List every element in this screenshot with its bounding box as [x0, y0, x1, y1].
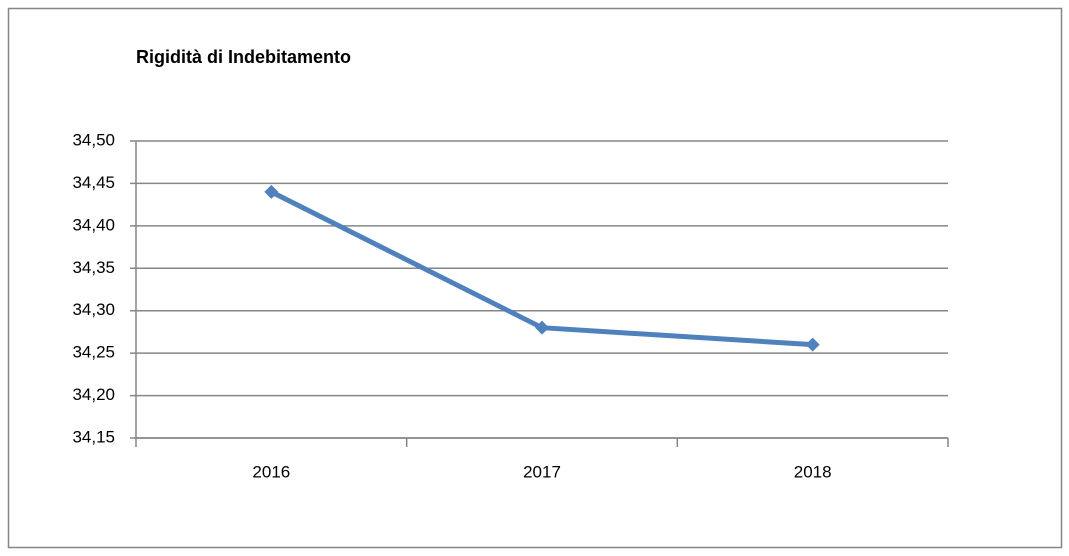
y-tick-label: 34,30	[72, 300, 115, 319]
y-tick-label: 34,35	[72, 258, 115, 277]
marker	[264, 184, 279, 199]
y-tick-label: 34,50	[72, 130, 115, 149]
x-tick-label: 2018	[794, 462, 832, 481]
y-tick-label: 34,45	[72, 173, 115, 192]
y-tick-label: 34,25	[72, 343, 115, 362]
y-tick-label: 34,40	[72, 215, 115, 234]
marker	[805, 337, 820, 352]
chart-border	[7, 7, 1063, 549]
chart-title: Rigidità di Indebitamento	[136, 47, 351, 67]
x-tick-label: 2017	[523, 462, 561, 481]
y-tick-label: 34,20	[72, 385, 115, 404]
marker	[535, 320, 549, 335]
x-tick-label: 2016	[252, 462, 290, 481]
y-tick-label: 34,15	[72, 427, 115, 446]
